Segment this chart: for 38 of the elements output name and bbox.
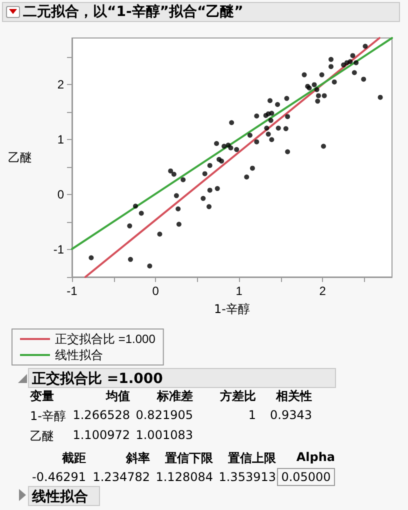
text: 1.353913 [218,470,276,484]
text: 1.234782 [92,470,150,484]
x-axis-title: 1-辛醇 [214,302,250,316]
text: 0.9343 [270,408,312,422]
text: -0.46291 [31,470,86,484]
text: 0.05000 [277,468,335,486]
text: 截距 [61,450,86,467]
text: 相关性 [276,389,312,403]
legend-label: 正交拟合比 =1.000 [55,332,156,346]
text: 1.266528 [72,408,130,422]
text: Alpha [296,450,335,464]
y-tick-label: 1 [57,132,64,147]
y-tick-label: -1 [53,242,64,257]
text: 1.128084 [156,470,213,484]
text: 变量 [30,388,54,405]
legend-label: 线性拟合 [55,348,103,362]
text: 乙醚 [30,428,54,445]
text: 置信上限 [228,451,276,465]
text: 1 [248,408,256,422]
text: 标准差 [157,389,193,403]
text: 线性拟合 [28,486,100,506]
text: 置信下限 [165,451,213,465]
y-tick-label: 2 [57,78,64,92]
y-tick-label: 0 [57,188,64,202]
text: 1-辛醇 [30,408,66,425]
x-tick-label: 2 [319,284,326,298]
text: 斜率 [126,451,150,465]
x-tick-label: 1 [236,284,243,298]
text: 正交拟合比 =1.000 [28,368,336,388]
text: 1.001083 [136,428,193,442]
text: 方差比 [220,389,256,403]
text: 1.100972 [72,428,130,442]
x-tick-label: 0 [152,284,160,298]
chart-title: 二元拟合，以“1-辛醇”拟合“乙醚” [23,2,244,22]
x-tick-label: -1 [66,284,78,298]
text: 均值 [106,389,130,403]
y-axis-title: 乙醚 [8,150,32,164]
text: 0.821905 [136,408,193,422]
